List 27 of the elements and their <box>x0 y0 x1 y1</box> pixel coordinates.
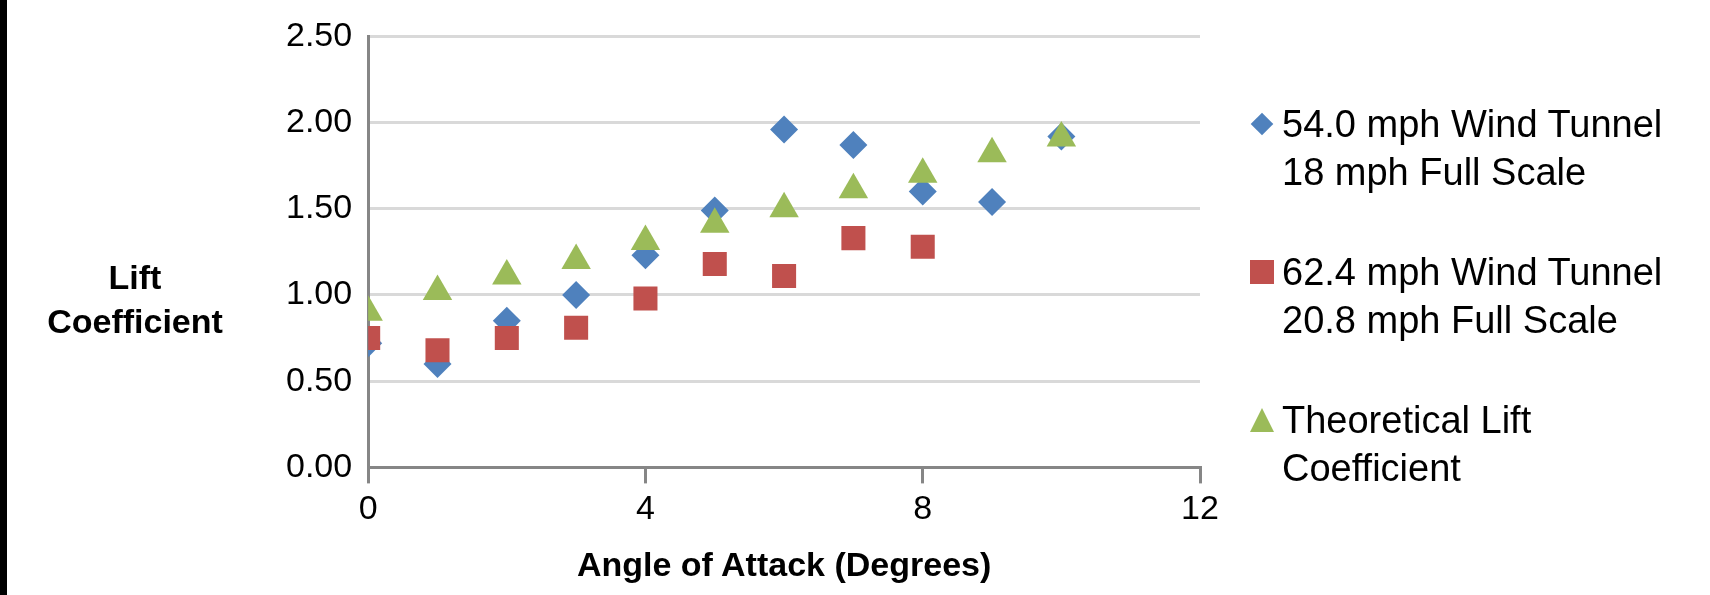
point <box>978 187 1007 216</box>
y-tick-label: 1.50 <box>285 187 353 226</box>
x-tick-label: 8 <box>913 488 933 527</box>
point <box>564 315 589 340</box>
x-tick-label: 0 <box>358 488 378 527</box>
legend-label: 54.0 mph Wind Tunnel 18 mph Full Scale <box>1282 102 1664 195</box>
point <box>772 264 797 289</box>
point <box>839 131 868 160</box>
point <box>910 234 935 259</box>
legend-label: Theoretical Lift Coefficient <box>1282 398 1533 491</box>
y-axis-title: Lift Coefficient <box>46 257 224 342</box>
point <box>770 115 799 144</box>
y-tick-label: 0.00 <box>285 445 353 484</box>
point <box>841 226 866 251</box>
y-tick-label: 2.00 <box>285 100 353 139</box>
legend-label: 62.4 mph Wind Tunnel 20.8 mph Full Scale <box>1282 250 1664 343</box>
point <box>633 286 658 311</box>
point <box>425 338 450 363</box>
x-tick-label: 4 <box>635 488 655 527</box>
x-axis-title: Angle of Attack (Degrees) <box>576 544 992 583</box>
y-tick-label: 2.50 <box>285 14 353 53</box>
y-tick-label: 1.00 <box>285 273 353 312</box>
point <box>494 326 519 351</box>
point <box>702 251 727 276</box>
x-tick-label: 12 <box>1181 488 1219 527</box>
point <box>562 281 591 309</box>
y-tick-label: 0.50 <box>285 359 353 398</box>
